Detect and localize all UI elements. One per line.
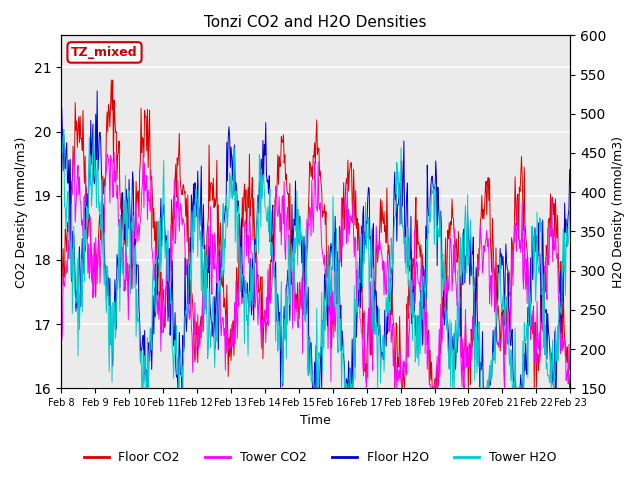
Floor CO2 <box>393 322 401 328</box>
Floor CO2 <box>57 273 65 279</box>
Floor H2O <box>57 117 65 123</box>
Tower CO2 <box>566 361 574 367</box>
Floor H2O <box>199 226 207 232</box>
Floor CO2 <box>67 225 74 231</box>
Floor CO2 <box>398 385 406 391</box>
Tower CO2 <box>57 294 65 300</box>
Tower H2O <box>199 282 207 288</box>
Floor H2O <box>93 88 101 94</box>
Tower CO2 <box>394 365 401 371</box>
Tower CO2 <box>120 234 127 240</box>
Floor H2O <box>120 229 127 235</box>
Tower H2O <box>379 336 387 342</box>
Floor CO2 <box>108 77 115 83</box>
Tower CO2 <box>172 240 179 246</box>
Legend: Floor CO2, Tower CO2, Floor H2O, Tower H2O: Floor CO2, Tower CO2, Floor H2O, Tower H… <box>79 446 561 469</box>
Tower H2O <box>57 188 65 193</box>
Floor H2O <box>394 202 401 208</box>
Floor H2O <box>379 350 387 356</box>
Floor CO2 <box>378 198 386 204</box>
Tower H2O <box>566 217 574 223</box>
Tower H2O <box>67 238 74 244</box>
Floor CO2 <box>120 237 127 243</box>
Floor H2O <box>143 385 151 391</box>
Tower H2O <box>90 121 97 127</box>
Floor CO2 <box>566 380 574 386</box>
X-axis label: Time: Time <box>300 414 331 427</box>
Floor H2O <box>566 182 574 188</box>
Tower CO2 <box>198 315 206 321</box>
Text: TZ_mixed: TZ_mixed <box>71 46 138 59</box>
Line: Tower CO2: Tower CO2 <box>61 151 570 388</box>
Tower H2O <box>138 385 146 391</box>
Tower CO2 <box>362 385 370 391</box>
Line: Floor H2O: Floor H2O <box>61 91 570 388</box>
Floor CO2 <box>172 175 179 181</box>
Line: Floor CO2: Floor CO2 <box>61 80 570 388</box>
Tower H2O <box>120 233 127 239</box>
Title: Tonzi CO2 and H2O Densities: Tonzi CO2 and H2O Densities <box>204 15 427 30</box>
Floor H2O <box>172 364 180 370</box>
Floor CO2 <box>198 329 206 335</box>
Line: Tower H2O: Tower H2O <box>61 124 570 388</box>
Y-axis label: CO2 Density (mmol/m3): CO2 Density (mmol/m3) <box>15 136 28 288</box>
Y-axis label: H2O Density (mmol/m3): H2O Density (mmol/m3) <box>612 136 625 288</box>
Tower H2O <box>172 351 180 357</box>
Tower CO2 <box>379 267 387 273</box>
Tower CO2 <box>67 256 74 262</box>
Tower H2O <box>394 172 401 178</box>
Floor H2O <box>67 156 74 162</box>
Tower CO2 <box>70 148 77 154</box>
